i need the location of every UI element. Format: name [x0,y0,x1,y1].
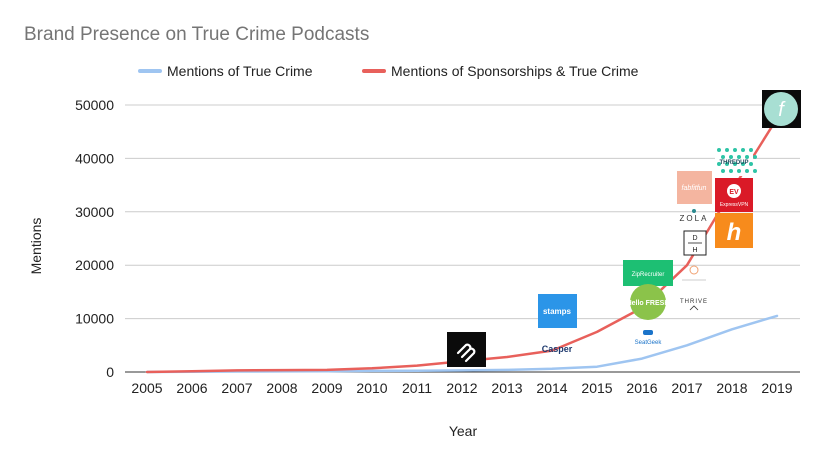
thredup-dots [717,148,757,173]
thredup-dot [749,148,753,152]
thredup-dot [721,169,725,173]
badge-logo [682,265,706,281]
seatgeek-logo: SeatGeek [635,330,663,346]
x-tick-label: 2011 [402,380,432,396]
legend-label-sponsorships: Mentions of Sponsorships & True Crime [391,63,639,79]
stamps-logo-text: stamps [543,307,572,316]
dh-logo: D H [683,230,707,256]
x-tick-label: 2013 [491,380,522,396]
thredup-dot [737,169,741,173]
thredup-dot [717,148,721,152]
y-tick-label: 50000 [75,97,114,113]
x-tick-label: 2015 [581,380,612,396]
y-tick-label: 40000 [75,150,114,166]
y-tick-label: 10000 [75,311,114,327]
x-tick-label: 2005 [131,380,162,396]
fabfitfun-logo: fabfitfun [677,171,712,204]
thredup-dot [741,162,745,166]
x-tick-label: 2019 [761,380,792,396]
x-tick-label: 2006 [176,380,207,396]
thredup-logo-text: THREDUP [719,160,748,166]
thredup-dot [717,162,721,166]
thredup-dot [725,162,729,166]
y-axis-ticks: 0 10000 20000 30000 40000 50000 [75,97,114,380]
ziprecruiter-logo-text: ZipRecruiter [632,272,665,278]
honey-logo: h [715,213,753,248]
legend: Mentions of True Crime Mentions of Spons… [138,63,639,79]
thredup-dot [753,155,757,159]
y-tick-label: 20000 [75,257,114,273]
svg-text:D: D [692,235,697,242]
casper-logo: Casper [542,344,573,354]
legend-label-true-crime: Mentions of True Crime [167,63,313,79]
x-tick-label: 2014 [536,380,567,396]
thredup-dot [725,148,729,152]
ziprecruiter-logo: ZipRecruiter [623,260,673,286]
x-axis-ticks: 2005 2006 2007 2008 2009 2010 2011 2012 2013 2014… [131,380,792,396]
zola-logo: ZOLA [680,209,709,223]
squarespace-logo [447,332,486,367]
x-tick-label: 2017 [671,380,702,396]
x-tick-label: 2012 [446,380,477,396]
chart-title: Brand Presence on True Crime Podcasts [24,24,369,45]
thredup-dot [745,155,749,159]
y-tick-label: 30000 [75,204,114,220]
thredup-dot [729,169,733,173]
zola-logo-text: ZOLA [680,214,709,223]
x-tick-label: 2016 [626,380,657,396]
hellofresh-logo-text: Hello FRESH [627,300,670,307]
x-tick-label: 2010 [356,380,387,396]
thrive-logo-text: THRIVE [680,299,708,305]
svg-text:H: H [692,247,697,254]
x-tick-label: 2018 [716,380,747,396]
x-tick-label: 2008 [266,380,297,396]
thredup-dot [737,155,741,159]
y-axis-title: Mentions [28,218,44,275]
seatgeek-logo-text: SeatGeek [635,340,663,346]
x-tick-label: 2007 [221,380,252,396]
expressvpn-logo-text: ExpressVPN [720,202,749,208]
x-axis-title: Year [449,423,478,439]
fabfitfun-logo-text: fabfitfun [682,185,707,192]
function-logo-text: f [778,99,786,121]
thrive-logo: THRIVE [680,299,708,311]
stamps-logo: stamps [538,294,577,328]
thredup-dot [733,162,737,166]
svg-text:EV: EV [729,189,739,196]
expressvpn-logo: EV ExpressVPN [715,178,753,212]
thredup-dot [721,155,725,159]
x-tick-label: 2009 [311,380,342,396]
hellofresh-logo: Hello FRESH [627,284,670,320]
y-tick-label: 0 [106,364,114,380]
thredup-dot [745,169,749,173]
thredup-dot [753,169,757,173]
brand-logos: stamps Casper ZipRecruiter Hello FRESH S… [447,90,801,367]
honey-logo-text: h [727,219,742,246]
thredup-dot [749,162,753,166]
function-logo: f [762,90,801,128]
thredup-dot [741,148,745,152]
thredup-dot [733,148,737,152]
thredup-dot [729,155,733,159]
thredup-logo: THREDUP [715,146,757,176]
